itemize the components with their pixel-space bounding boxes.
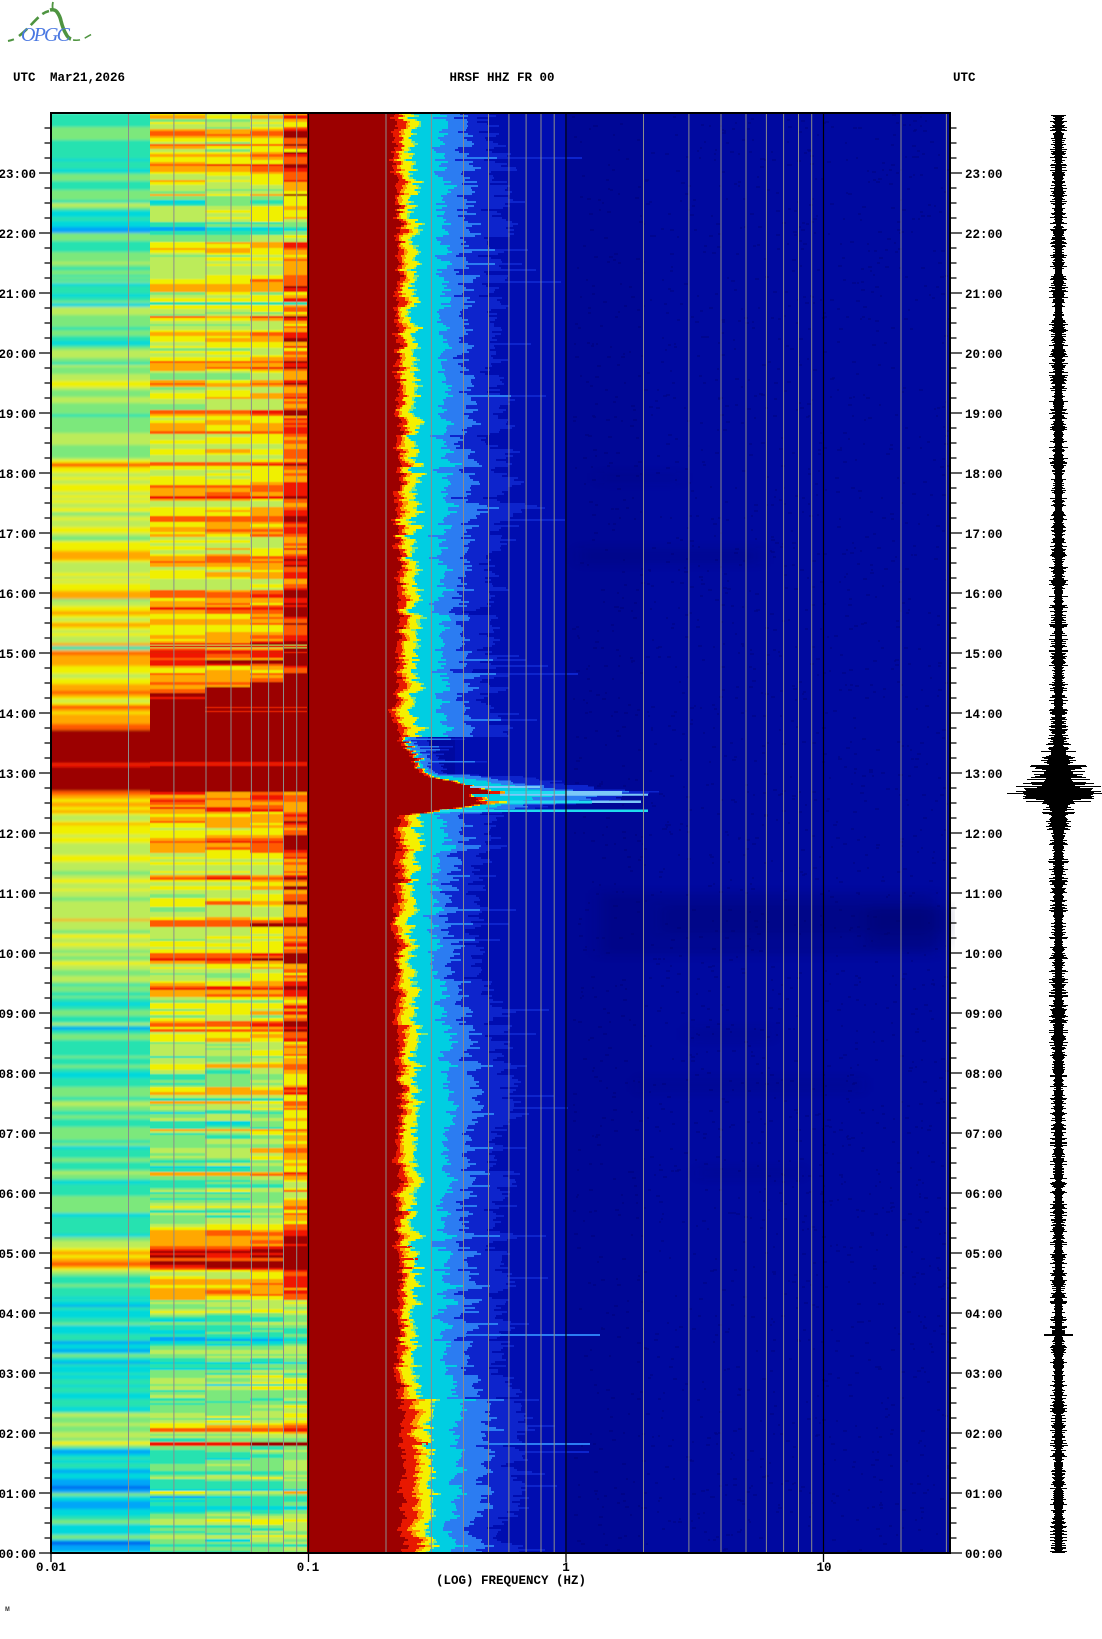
svg-text:07:00: 07:00 xyxy=(965,1128,1003,1142)
svg-text:м: м xyxy=(5,1605,10,1614)
svg-text:14:00: 14:00 xyxy=(0,708,36,722)
svg-text:09:00: 09:00 xyxy=(0,1008,36,1022)
svg-text:10: 10 xyxy=(816,1561,831,1575)
svg-text:12:00: 12:00 xyxy=(965,828,1003,842)
svg-text:03:00: 03:00 xyxy=(0,1368,36,1382)
svg-text:06:00: 06:00 xyxy=(965,1188,1003,1202)
svg-text:05:00: 05:00 xyxy=(965,1248,1003,1262)
svg-text:22:00: 22:00 xyxy=(965,228,1003,242)
svg-text:0.1: 0.1 xyxy=(297,1561,320,1575)
svg-text:06:00: 06:00 xyxy=(0,1188,36,1202)
svg-text:UTC: UTC xyxy=(953,71,976,85)
svg-text:03:00: 03:00 xyxy=(965,1368,1003,1382)
svg-text:15:00: 15:00 xyxy=(965,648,1003,662)
svg-text:Mar21,2026: Mar21,2026 xyxy=(50,71,125,85)
svg-text:10:00: 10:00 xyxy=(965,948,1003,962)
svg-text:05:00: 05:00 xyxy=(0,1248,36,1262)
svg-text:11:00: 11:00 xyxy=(965,888,1003,902)
svg-text:14:00: 14:00 xyxy=(965,708,1003,722)
svg-text:02:00: 02:00 xyxy=(0,1428,36,1442)
svg-text:00:00: 00:00 xyxy=(965,1548,1003,1562)
svg-text:08:00: 08:00 xyxy=(0,1068,36,1082)
svg-text:21:00: 21:00 xyxy=(0,288,36,302)
svg-text:02:00: 02:00 xyxy=(965,1428,1003,1442)
svg-text:15:00: 15:00 xyxy=(0,648,36,662)
svg-text:17:00: 17:00 xyxy=(0,528,36,542)
svg-text:23:00: 23:00 xyxy=(0,168,36,182)
svg-text:10:00: 10:00 xyxy=(0,948,36,962)
svg-text:23:00: 23:00 xyxy=(965,168,1003,182)
svg-text:UTC: UTC xyxy=(13,71,36,85)
svg-text:(LOG) FREQUENCY (HZ): (LOG) FREQUENCY (HZ) xyxy=(436,1574,586,1588)
svg-text:12:00: 12:00 xyxy=(0,828,36,842)
svg-text:0.01: 0.01 xyxy=(36,1561,66,1575)
svg-text:20:00: 20:00 xyxy=(0,348,36,362)
svg-text:13:00: 13:00 xyxy=(0,768,36,782)
svg-text:18:00: 18:00 xyxy=(965,468,1003,482)
svg-text:18:00: 18:00 xyxy=(0,468,36,482)
svg-text:HRSF HHZ FR 00: HRSF HHZ FR 00 xyxy=(449,71,554,85)
svg-text:04:00: 04:00 xyxy=(0,1308,36,1322)
svg-text:08:00: 08:00 xyxy=(965,1068,1003,1082)
svg-text:04:00: 04:00 xyxy=(965,1308,1003,1322)
svg-text:16:00: 16:00 xyxy=(965,588,1003,602)
svg-text:11:00: 11:00 xyxy=(0,888,36,902)
svg-text:13:00: 13:00 xyxy=(965,768,1003,782)
svg-text:16:00: 16:00 xyxy=(0,588,36,602)
svg-text:01:00: 01:00 xyxy=(965,1488,1003,1502)
svg-text:22:00: 22:00 xyxy=(0,228,36,242)
svg-text:17:00: 17:00 xyxy=(965,528,1003,542)
svg-text:20:00: 20:00 xyxy=(965,348,1003,362)
svg-text:21:00: 21:00 xyxy=(965,288,1003,302)
svg-text:01:00: 01:00 xyxy=(0,1488,36,1502)
svg-text:09:00: 09:00 xyxy=(965,1008,1003,1022)
svg-text:OPGC: OPGC xyxy=(21,24,71,46)
svg-text:00:00: 00:00 xyxy=(0,1548,36,1562)
svg-text:1: 1 xyxy=(562,1561,570,1575)
svg-text:19:00: 19:00 xyxy=(0,408,36,422)
svg-text:07:00: 07:00 xyxy=(0,1128,36,1142)
svg-text:19:00: 19:00 xyxy=(965,408,1003,422)
